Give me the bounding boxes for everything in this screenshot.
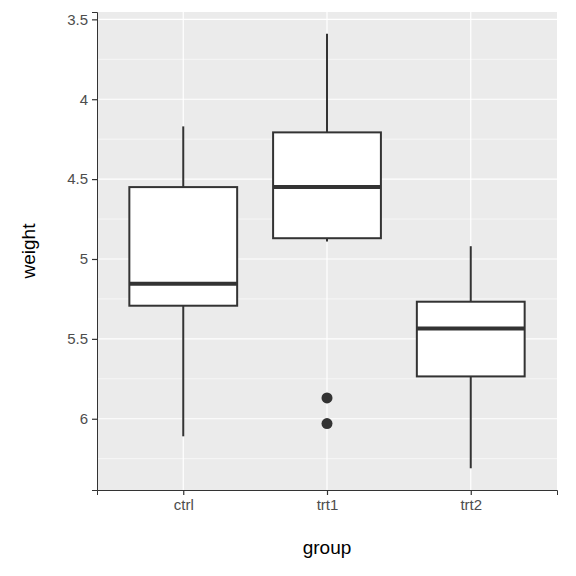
y-tick-label: 5 bbox=[80, 250, 88, 267]
x-tick-mark bbox=[471, 490, 472, 495]
y-tick-mark bbox=[92, 179, 97, 180]
box bbox=[417, 302, 525, 377]
y-tick-label: 4 bbox=[80, 91, 88, 108]
chart: 3.5 4 4.5 5 5.5 6 ctrl trt1 trt2 group weight bbox=[0, 0, 576, 576]
x-tick-mark bbox=[183, 490, 184, 495]
median bbox=[417, 326, 525, 330]
x-tick: ctrl bbox=[174, 490, 194, 513]
whisker bbox=[182, 126, 184, 187]
box-group bbox=[417, 246, 525, 468]
y-tick: 5 bbox=[80, 250, 97, 267]
whisker bbox=[326, 34, 328, 133]
y-tick: 6 bbox=[80, 410, 97, 427]
x-tick-label: trt1 bbox=[317, 496, 339, 513]
outlier bbox=[322, 418, 333, 429]
panel-background bbox=[97, 12, 557, 490]
outlier bbox=[322, 392, 333, 403]
x-axis: ctrl trt1 trt2 bbox=[98, 490, 558, 513]
y-tick-mark bbox=[92, 339, 97, 340]
x-tick-label: trt2 bbox=[460, 496, 482, 513]
whisker bbox=[182, 306, 184, 437]
x-tick: trt2 bbox=[460, 490, 482, 513]
x-axis-line bbox=[98, 491, 558, 496]
box bbox=[129, 187, 237, 306]
y-tick-label: 5.5 bbox=[67, 330, 88, 347]
y-tick-mark bbox=[92, 259, 97, 260]
y-tick-label: 6 bbox=[80, 410, 88, 427]
median bbox=[273, 185, 381, 189]
box-group bbox=[129, 126, 237, 436]
y-tick-mark bbox=[92, 419, 97, 420]
x-tick-label: ctrl bbox=[174, 496, 194, 513]
x-tick-mark bbox=[327, 490, 328, 495]
major-grid-line-x bbox=[470, 12, 471, 490]
y-axis: 3.5 4 4.5 5 5.5 6 bbox=[67, 11, 97, 491]
x-axis-title: group bbox=[303, 537, 352, 558]
y-tick-label: 3.5 bbox=[67, 11, 88, 28]
whisker bbox=[470, 246, 472, 302]
y-axis-title: weight bbox=[18, 223, 39, 280]
box bbox=[273, 132, 381, 238]
y-tick: 3.5 bbox=[67, 11, 97, 28]
y-tick: 4.5 bbox=[67, 170, 97, 187]
y-tick-mark bbox=[92, 99, 97, 100]
plot-area bbox=[129, 34, 524, 469]
x-tick: trt1 bbox=[317, 490, 339, 513]
y-tick-mark bbox=[92, 19, 97, 20]
y-tick: 4 bbox=[80, 91, 97, 108]
whisker bbox=[470, 376, 472, 468]
median bbox=[129, 282, 237, 286]
y-tick-label: 4.5 bbox=[67, 170, 88, 187]
y-axis-line bbox=[92, 13, 98, 491]
y-tick: 5.5 bbox=[67, 330, 97, 347]
grid bbox=[97, 12, 557, 490]
box-group bbox=[273, 34, 381, 429]
